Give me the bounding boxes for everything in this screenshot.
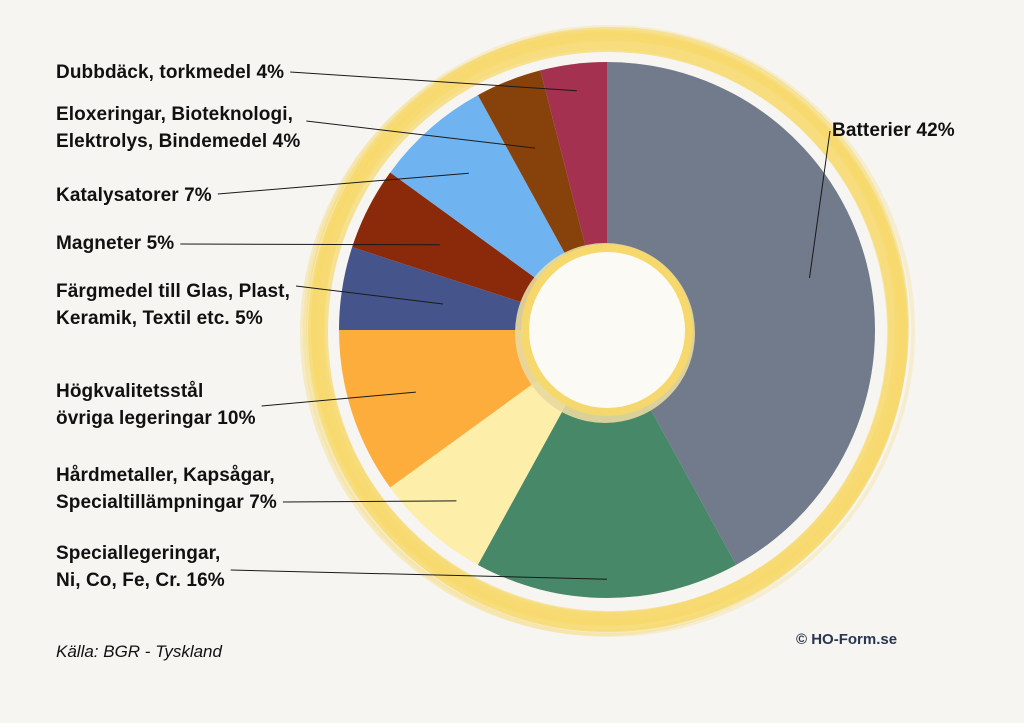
- label-line: Batterier 42%: [832, 120, 955, 141]
- label-fargmedel: Färgmedel till Glas, Plast, Keramik, Tex…: [56, 278, 290, 332]
- leader-line: [290, 71, 577, 92]
- label-hardmetaller: Hårdmetaller, Kapsågar, Specialtillämpni…: [56, 462, 277, 516]
- leader-line: [180, 243, 440, 246]
- copyright-note: © HO-Form.se: [796, 631, 898, 648]
- label-line: Specialtillämpningar 7%: [56, 492, 277, 513]
- label-line: Katalysatorer 7%: [56, 185, 212, 206]
- leader-line: [261, 391, 416, 407]
- hole: [529, 252, 685, 408]
- label-line: Eloxeringar, Bioteknologi,: [56, 104, 293, 125]
- ring-stroke: [308, 32, 908, 632]
- label-line: Ni, Co, Fe, Cr. 16%: [56, 570, 225, 591]
- label-line: övriga legeringar 10%: [56, 408, 256, 429]
- leader-line: [295, 285, 443, 305]
- label-line: Hårdmetaller, Kapsågar,: [56, 465, 275, 486]
- ring-stroke: [303, 25, 915, 637]
- leader-lines: [180, 71, 831, 580]
- ring-background: [300, 25, 915, 637]
- pie-slice: [477, 330, 737, 598]
- label-eloxeringar: Eloxeringar, Bioteknologi, Elektrolys, B…: [56, 101, 300, 155]
- label-speciallegeringar: Speciallegeringar, Ni, Co, Fe, Cr. 16%: [56, 540, 225, 594]
- label-hogkvalitetsstal: Högkvalitetsstål övriga legeringar 10%: [56, 378, 256, 432]
- label-line: Magneter 5%: [56, 233, 175, 254]
- leader-line: [306, 120, 536, 149]
- donut-hole: [515, 243, 695, 423]
- pie-slice: [607, 62, 875, 565]
- label-line: Högkvalitetsstål: [56, 381, 204, 402]
- leader-line: [217, 172, 469, 195]
- source-note: Källa: BGR - Tyskland: [56, 642, 222, 661]
- leader-line: [809, 130, 831, 279]
- label-katalysatorer: Katalysatorer 7%: [56, 182, 212, 209]
- label-line: Keramik, Textil etc. 5%: [56, 308, 263, 329]
- label-line: Färgmedel till Glas, Plast,: [56, 281, 290, 302]
- label-dubbdack: Dubbdäck, torkmedel 4%: [56, 59, 284, 86]
- label-magneter: Magneter 5%: [56, 230, 174, 257]
- label-line: Speciallegeringar,: [56, 543, 221, 564]
- label-line: Dubbdäck, torkmedel 4%: [56, 62, 285, 83]
- label-line: Elektrolys, Bindemedel 4%: [56, 131, 301, 152]
- leader-line: [230, 569, 608, 580]
- label-batterier: Batterier 42%: [832, 117, 955, 144]
- leader-line: [282, 500, 457, 503]
